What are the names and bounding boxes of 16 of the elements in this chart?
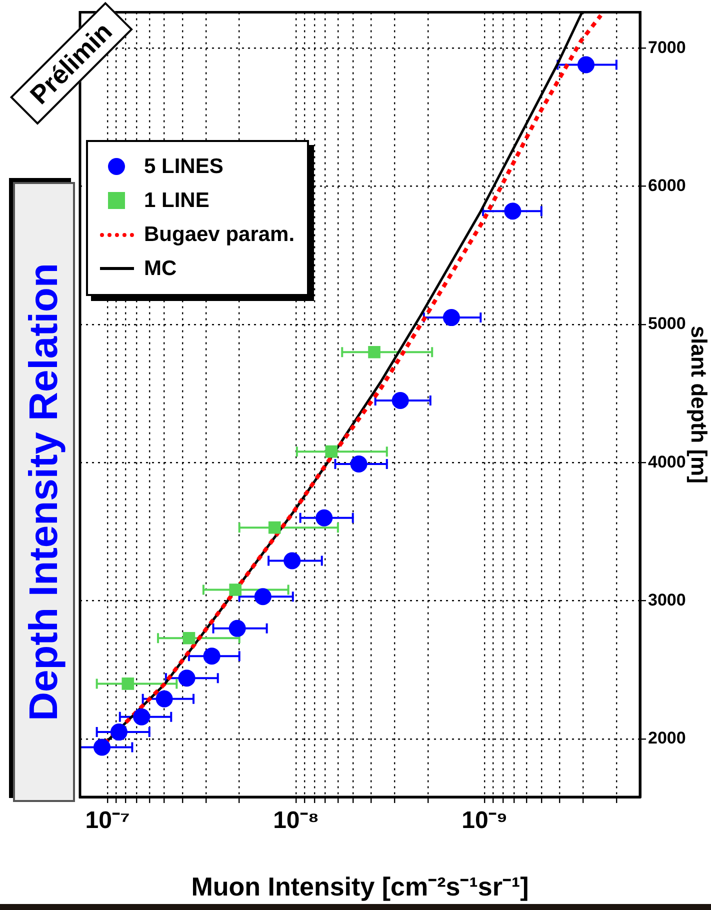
y-axis-title: slant depth [m] <box>686 326 711 484</box>
y-tick-label: 5000 <box>648 314 686 334</box>
y-tick-label: 3000 <box>648 590 686 610</box>
x-tick-label: 10⁻⁸ <box>273 807 320 834</box>
y-tick-label: 7000 <box>648 38 686 57</box>
y-tick-label: 6000 <box>648 176 686 195</box>
x-tick-label: 10⁻⁹ <box>462 807 508 834</box>
legend-label: MC <box>144 257 177 281</box>
legend-label: 5 LINES <box>144 155 224 179</box>
y-tick-label: 4000 <box>648 452 686 472</box>
text: Depth Intensity Relation <box>13 182 75 802</box>
x-tick-label: 10⁻⁷ <box>85 807 130 834</box>
x-axis-title: Muon Intensity [cm⁻²s⁻¹sr⁻¹] <box>191 872 529 902</box>
legend-label: 1 LINE <box>144 189 210 213</box>
legend-label: Bugaev param. <box>144 223 295 247</box>
y-tick-label: 2000 <box>648 728 686 748</box>
